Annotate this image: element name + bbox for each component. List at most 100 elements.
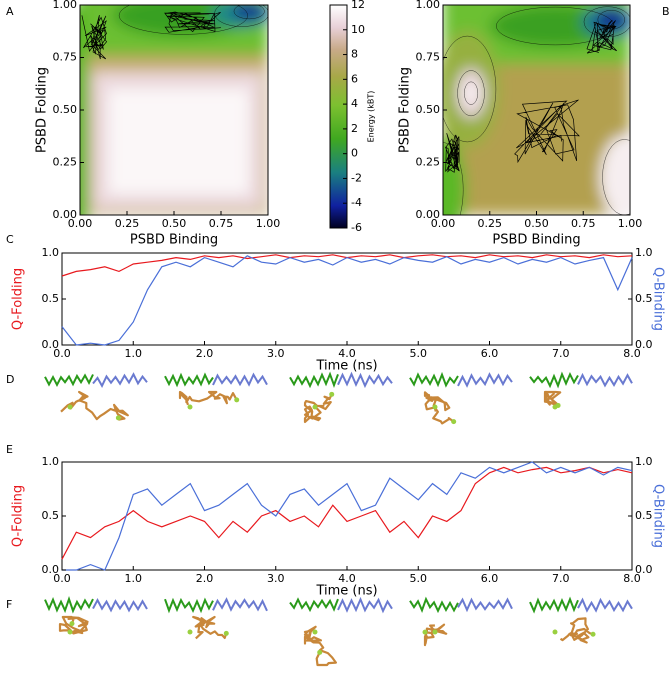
energy-blur (443, 5, 630, 215)
binding-domain (337, 596, 393, 614)
y-tick-label: 0.50 (53, 103, 78, 116)
psbd-chain (423, 623, 448, 647)
x-tick-label: 0.25 (478, 217, 503, 230)
data-line (62, 461, 633, 571)
y-tick-label: 0.0 (42, 338, 60, 351)
psbd-chain (192, 615, 228, 640)
colorbar-tick-label: 2 (351, 122, 358, 135)
psbd-chain (178, 390, 238, 406)
y-tick-label: 0.0 (635, 563, 653, 576)
x-tick-label: 0.75 (571, 217, 596, 230)
energy-blur (80, 5, 268, 215)
x-tick-label: 3.0 (267, 347, 285, 360)
structure-snapshot (529, 371, 633, 410)
y-axis-label: PSBD Folding (398, 67, 413, 153)
contour-line (233, 5, 265, 20)
x-tick-label: 0.00 (431, 217, 456, 230)
x-tick-label: 4.0 (338, 572, 356, 585)
y-tick-label: 1.00 (416, 0, 441, 11)
terminus (223, 630, 229, 636)
colorbar-tick-label: -6 (351, 221, 362, 234)
colorbar-tick-label: 0 (351, 147, 358, 160)
structure-snapshot (164, 372, 268, 410)
trajectory (514, 99, 580, 164)
x-tick-label: 7.0 (552, 347, 570, 360)
x-tick-label: 1.00 (618, 217, 643, 230)
energy-surface (443, 5, 630, 215)
x-tick-label: 7.0 (552, 572, 570, 585)
y-axis-label: Q-Binding (651, 267, 666, 331)
binding-domain (337, 371, 393, 389)
contour-line (464, 81, 479, 105)
contour-line (118, 5, 248, 35)
colorbar-tick-label: -4 (351, 196, 362, 209)
x-tick-label: 0.0 (53, 572, 71, 585)
colorbar (329, 4, 348, 229)
x-tick-label: 0.00 (68, 217, 93, 230)
y-tick-label: 0.0 (42, 563, 60, 576)
y-tick-label: 0.5 (42, 292, 60, 305)
binding-domain (577, 597, 633, 613)
terminus (115, 415, 121, 421)
terminus (234, 397, 240, 403)
data-line (61, 466, 633, 560)
y-tick-label: 0.00 (53, 208, 78, 221)
energy-well (600, 135, 630, 215)
structure-snapshot (529, 596, 633, 644)
x-tick-label: 8.0 (623, 347, 641, 360)
binding-domain (457, 597, 513, 613)
panel-label: B (662, 5, 670, 18)
y-tick-label: 0.5 (42, 509, 60, 522)
terminus (590, 631, 596, 637)
peripheral-subunit (44, 373, 94, 388)
y-tick-label: 1.0 (635, 246, 653, 259)
x-axis-label: Time (ns) (315, 584, 377, 599)
x-tick-label: 4.0 (338, 347, 356, 360)
terminus (552, 629, 558, 635)
x-tick-label: 6.0 (481, 572, 499, 585)
y-tick-label: 0.0 (635, 338, 653, 351)
energy-region (108, 89, 250, 194)
y-tick-label: 1.0 (635, 455, 653, 468)
contour-line (443, 35, 497, 143)
panel-label: D (6, 373, 14, 386)
peripheral-subunit (529, 371, 579, 389)
x-tick-label: 0.50 (524, 217, 549, 230)
panel-label: C (6, 233, 14, 246)
panel-label: A (6, 5, 14, 18)
y-tick-label: 0.50 (416, 103, 441, 116)
y-tick-label: 0.00 (416, 208, 441, 221)
x-tick-label: 3.0 (267, 572, 285, 585)
peripheral-subunit (529, 596, 579, 614)
peripheral-subunit (409, 371, 459, 388)
structure-snapshot (164, 597, 268, 640)
x-tick-label: 0.75 (209, 217, 234, 230)
y-axis-label: Q-Binding (651, 484, 666, 548)
binding-domain (577, 372, 633, 388)
binding-domain (212, 597, 268, 612)
terminus (67, 629, 73, 635)
y-axis-label: Q-Folding (11, 268, 26, 330)
binding-domain (212, 372, 268, 387)
colorbar-tick-label: 4 (351, 97, 358, 110)
structure-snapshot (409, 371, 513, 425)
binding-domain (92, 597, 148, 613)
x-tick-label: 1.0 (125, 572, 143, 585)
terminus (555, 402, 561, 408)
structure-snapshot (409, 596, 513, 647)
colorbar-tick-label: 12 (351, 0, 365, 11)
plot-frame (61, 461, 633, 571)
panel-label: F (6, 598, 12, 611)
terminus (69, 621, 75, 627)
structure-snapshot (44, 372, 148, 421)
psbd-chain (303, 393, 333, 423)
data-line (61, 255, 633, 346)
y-tick-label: 0.75 (53, 51, 78, 64)
structure-snapshot (44, 595, 148, 635)
y-tick-label: 1.0 (42, 455, 60, 468)
terminus (312, 629, 318, 635)
trajectory (81, 15, 108, 60)
y-tick-label: 0.25 (416, 156, 441, 169)
y-axis-label: PSBD Folding (35, 67, 50, 153)
